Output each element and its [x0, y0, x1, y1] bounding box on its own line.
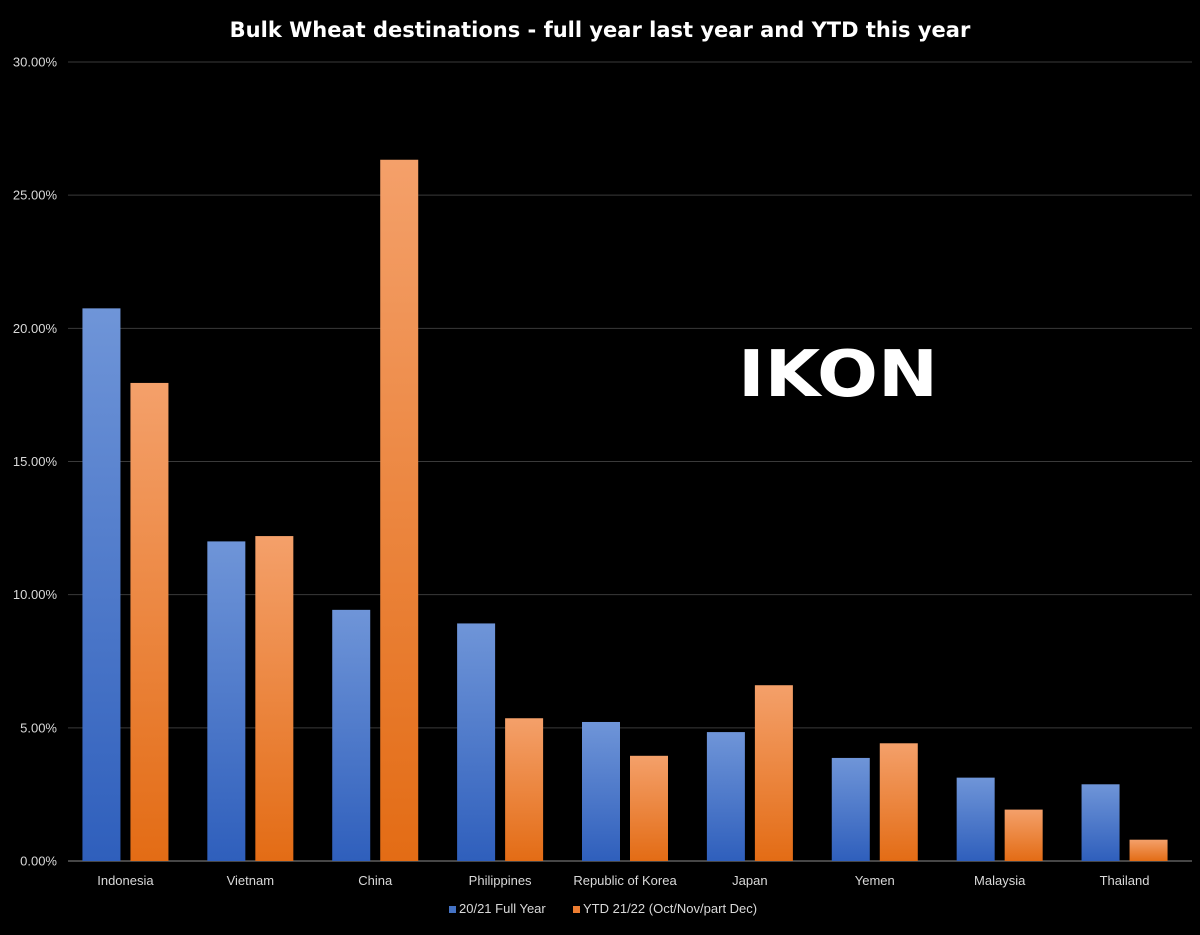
legend-swatch [573, 906, 580, 913]
x-tick-label: Republic of Korea [573, 873, 677, 888]
bar-series-2 [505, 718, 544, 861]
legend-label: YTD 21/22 (Oct/Nov/part Dec) [583, 901, 757, 916]
bar-series-1 [207, 541, 246, 861]
bar-series-2 [630, 755, 668, 861]
bar-series-2 [255, 536, 294, 861]
bar-series-1 [582, 721, 620, 861]
legend: 20/21 Full Year YTD 21/22 (Oct/Nov/part D… [449, 901, 757, 916]
bar-series-2 [130, 382, 169, 861]
y-tick-label: 15.00% [13, 454, 58, 469]
y-tick-label: 5.00% [20, 720, 57, 735]
x-tick-label: Indonesia [97, 873, 154, 888]
x-axis: Indonesia Vietnam China Philippines Republic… [97, 873, 1149, 888]
y-tick-label: 25.00% [13, 188, 58, 203]
y-tick-label: 30.00% [13, 55, 58, 70]
bars [82, 159, 1168, 862]
x-tick-label: Japan [732, 873, 767, 888]
bar-series-1 [457, 623, 496, 861]
chart-title: Bulk Wheat destinations - full year last… [230, 18, 971, 42]
bar-series-1 [706, 732, 745, 861]
logo: IKON [738, 338, 938, 412]
y-axis: 0.00% 5.00% 10.00% 15.00% 20.00% 25.00% 30.00% [13, 55, 58, 869]
bar-series-2 [754, 685, 793, 861]
bar-series-2 [380, 159, 419, 862]
x-tick-label: Malaysia [974, 873, 1026, 888]
bar-series-2 [1004, 809, 1043, 861]
bar-series-2 [1129, 839, 1168, 861]
bar-series-1 [1081, 784, 1120, 861]
y-tick-label: 10.00% [13, 587, 58, 602]
x-tick-label: Thailand [1100, 873, 1150, 888]
legend-swatch [449, 906, 456, 913]
x-tick-label: Philippines [469, 873, 532, 888]
bar-series-1 [956, 777, 995, 861]
y-tick-label: 20.00% [13, 321, 58, 336]
bar-series-1 [82, 308, 121, 861]
logo-text: IKON [738, 338, 938, 412]
bar-series-1 [831, 757, 870, 861]
x-tick-label: China [358, 873, 393, 888]
bar-series-1 [332, 609, 371, 861]
y-tick-label: 0.00% [20, 854, 57, 869]
bar-series-2 [879, 743, 918, 861]
legend-label: 20/21 Full Year [459, 901, 546, 916]
x-tick-label: Vietnam [227, 873, 274, 888]
x-tick-label: Yemen [855, 873, 895, 888]
